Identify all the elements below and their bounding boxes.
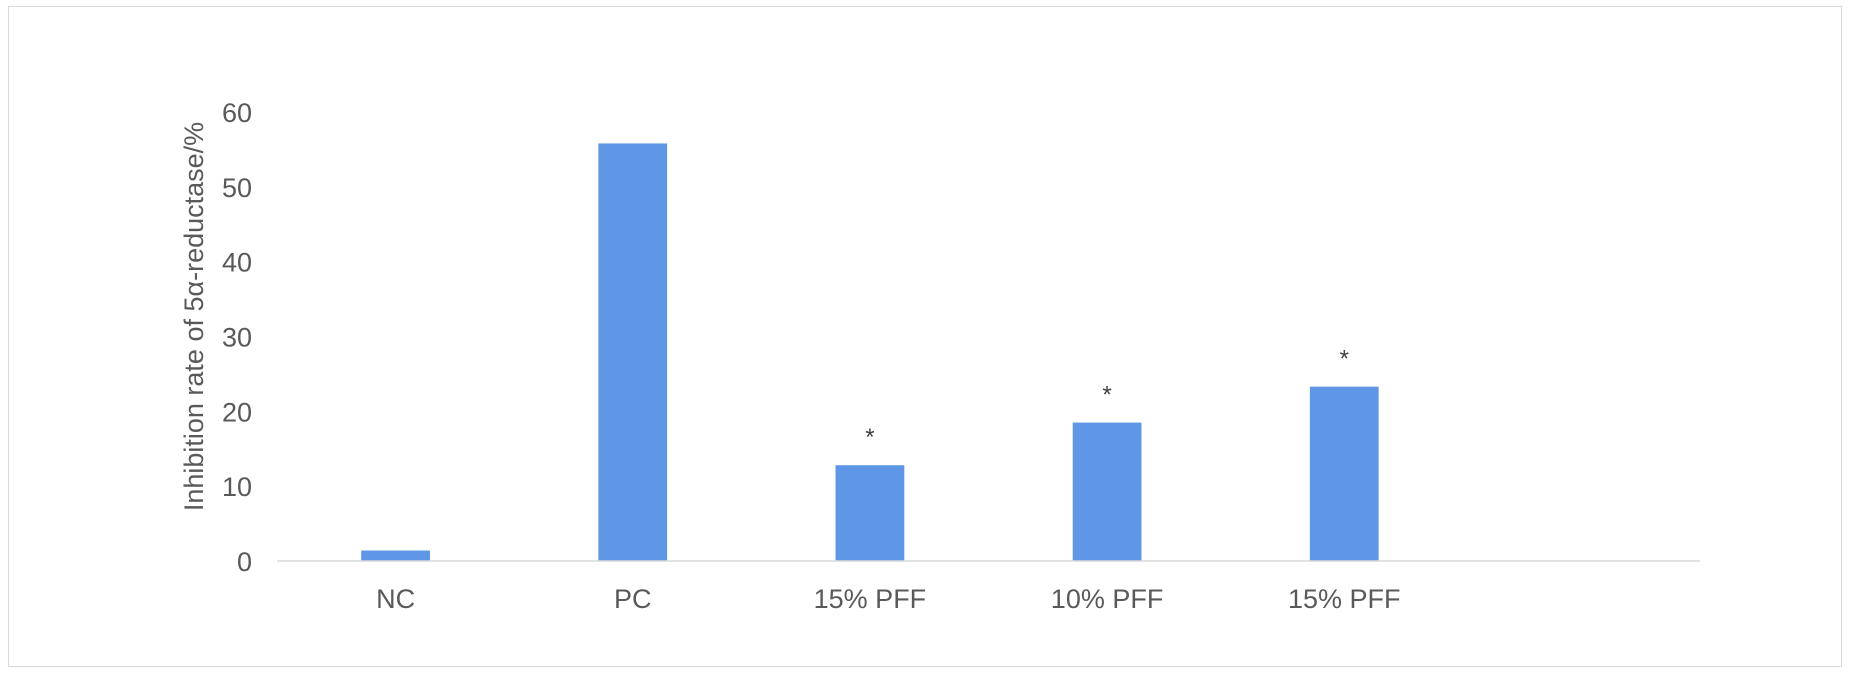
x-tick-label: NC xyxy=(376,584,415,614)
y-tick-label: 30 xyxy=(222,323,252,353)
x-tick-label: 15% PFF xyxy=(1288,584,1401,614)
y-tick-label: 40 xyxy=(222,248,252,278)
x-tick-label: PC xyxy=(614,584,652,614)
y-tick-label: 0 xyxy=(237,547,252,577)
y-tick-label: 10 xyxy=(222,472,252,502)
x-tick-label: 10% PFF xyxy=(1051,584,1164,614)
bar xyxy=(1072,422,1142,561)
bar xyxy=(361,550,430,561)
bar xyxy=(1309,386,1379,561)
significance-marker: * xyxy=(1340,346,1349,373)
chart-frame xyxy=(8,6,1842,667)
significance-marker: * xyxy=(865,424,874,451)
x-tick-labels: NC PC 15% PFF 10% PFF 15% PFF xyxy=(376,584,1400,614)
y-tick-label: 60 xyxy=(222,98,252,128)
annotations: * * * xyxy=(865,346,1349,452)
significance-marker: * xyxy=(1102,382,1111,409)
bar xyxy=(835,465,905,561)
bars xyxy=(361,143,1379,561)
y-tick-label: 50 xyxy=(222,173,252,203)
bar xyxy=(598,143,668,561)
y-tick-label: 20 xyxy=(222,397,252,427)
y-axis-label: Inhibition rate of 5α-reductase/% xyxy=(179,122,209,511)
x-tick-label: 15% PFF xyxy=(814,584,927,614)
y-tick-labels: 0 10 20 30 40 50 60 xyxy=(222,98,252,577)
